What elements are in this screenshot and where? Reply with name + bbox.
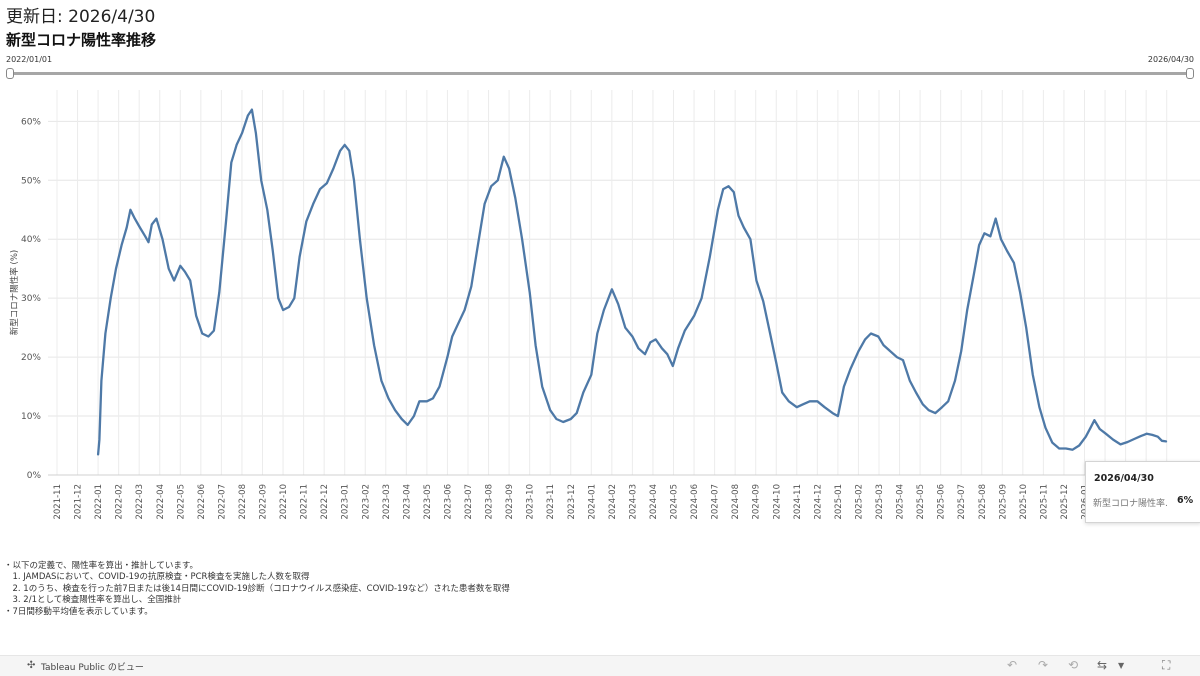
x-tick-label: 2022-05 <box>176 484 186 520</box>
date-range-slider-track[interactable] <box>10 72 1188 75</box>
x-tick-label: 2025-08 <box>978 484 988 520</box>
x-tick-label: 2025-12 <box>1060 484 1070 520</box>
x-tick-label: 2024-07 <box>711 484 721 520</box>
footnote-line: ・7日間移動平均値を表示しています。 <box>4 606 153 617</box>
positivity-series-line <box>96 108 1168 456</box>
x-tick-label: 2025-06 <box>937 484 947 520</box>
tableau-public-label[interactable]: Tableau Public のビュー <box>41 663 144 673</box>
y-tick-label: 10% <box>21 412 41 422</box>
x-tick-label: 2022-10 <box>279 484 289 520</box>
x-tick-label: 2025-02 <box>854 484 864 520</box>
x-tick-label: 2025-11 <box>1039 484 1049 520</box>
share-icon[interactable]: ⇆ <box>1097 658 1108 672</box>
x-tick-label: 2025-07 <box>957 484 967 520</box>
y-tick-label: 20% <box>21 353 41 363</box>
x-tick-label: 2023-01 <box>341 484 351 520</box>
x-tick-label: 2025-01 <box>834 484 844 520</box>
date-range-end-handle[interactable] <box>1186 68 1194 79</box>
x-tick-label: 2022-03 <box>135 484 145 520</box>
x-tick-label: 2022-09 <box>259 484 269 520</box>
undo-icon[interactable]: ↶ <box>1007 658 1018 672</box>
x-tick-label: 2023-07 <box>464 484 474 520</box>
tableau-logo-icon: ✣ <box>27 660 36 671</box>
x-tick-label: 2023-02 <box>361 484 371 520</box>
footnotes: ・以下の定義で、陽性率を算出・推計しています。 1. JAMDASにおいて、CO… <box>4 561 510 618</box>
x-tick-label: 2024-06 <box>690 484 700 520</box>
x-tick-label: 2025-09 <box>998 484 1008 520</box>
x-tick-label: 2025-04 <box>896 484 906 520</box>
x-tick-label: 2024-02 <box>608 484 618 520</box>
x-tick-label: 2023-10 <box>526 484 536 520</box>
x-tick-label: 2023-08 <box>485 484 495 520</box>
x-tick-label: 2023-04 <box>402 484 412 520</box>
x-tick-label: 2023-09 <box>505 484 515 520</box>
x-tick-label: 2025-03 <box>875 484 885 520</box>
x-tick-label: 2024-11 <box>793 484 803 520</box>
x-tick-label: 2024-04 <box>649 484 659 520</box>
fullscreen-icon[interactable]: ⛶ <box>1162 658 1171 672</box>
x-tick-label: 2024-05 <box>670 484 680 520</box>
x-tick-label: 2024-10 <box>772 484 782 520</box>
x-tick-label: 2023-11 <box>546 484 556 520</box>
y-tick-label: 0% <box>27 471 42 481</box>
tooltip-value: 6% <box>1177 495 1194 506</box>
x-tick-label: 2024-01 <box>587 484 597 520</box>
positivity-line-chart: 0% 10% 20% 30% 40% 50% 60% 2021-11 2021-12 2022-0… <box>9 90 1200 520</box>
updated-date: 更新日: 2026/4/30 <box>6 7 156 27</box>
revert-icon[interactable]: ⟲ <box>1068 658 1079 672</box>
date-range-start-handle[interactable] <box>6 68 14 79</box>
x-tick-label: 2024-12 <box>813 484 823 520</box>
footnote-line: ・以下の定義で、陽性率を算出・推計しています。 <box>4 561 199 571</box>
x-tick-label: 2023-05 <box>423 484 433 520</box>
y-tick-label: 40% <box>21 235 41 245</box>
x-tick-label: 2023-03 <box>382 484 392 520</box>
x-tick-label: 2022-08 <box>238 484 248 520</box>
y-tick-label: 50% <box>21 176 41 186</box>
x-tick-label: 2022-11 <box>300 484 310 520</box>
x-tick-label: 2024-03 <box>628 484 638 520</box>
x-tick-label: 2022-12 <box>320 484 330 520</box>
tooltip-label: 新型コロナ陽性率. <box>1093 499 1168 509</box>
x-tick-label: 2025-10 <box>1019 484 1029 520</box>
x-tick-label: 2023-06 <box>443 484 453 520</box>
chevron-down-icon[interactable]: ▼ <box>1118 661 1125 670</box>
x-tick-label: 2024-09 <box>752 484 762 520</box>
x-tick-label: 2022-01 <box>94 484 104 520</box>
y-tick-label: 60% <box>21 117 41 127</box>
x-tick-label: 2021-12 <box>74 484 84 520</box>
tooltip: 2026/04/30 新型コロナ陽性率. 6% <box>1085 461 1200 523</box>
x-tick-label: 2022-07 <box>217 484 227 520</box>
footnote-line: 2. 1のうち、検査を行った前7日または後14日間にCOVID-19診断（コロナ… <box>4 583 510 594</box>
x-tick-label: 2022-06 <box>197 484 207 520</box>
x-tick-label: 2025-05 <box>916 484 926 520</box>
x-tick-label: 2022-02 <box>115 484 125 520</box>
footnote-line: 3. 2/1として検査陽性率を算出し、全国推計 <box>4 595 182 606</box>
redo-icon[interactable]: ↷ <box>1038 658 1049 672</box>
x-tick-label: 2021-11 <box>53 484 63 520</box>
y-tick-label: 30% <box>21 294 41 304</box>
x-tick-label: 2023-12 <box>567 484 577 520</box>
date-range-end-label: 2026/04/30 <box>1147 55 1194 64</box>
x-tick-label: 2024-08 <box>731 484 741 520</box>
chart-title: 新型コロナ陽性率推移 <box>6 31 157 49</box>
tooltip-date: 2026/04/30 <box>1094 473 1154 484</box>
date-range-start-label: 2022/01/01 <box>6 55 53 64</box>
x-tick-label: 2022-04 <box>156 484 166 520</box>
footnote-line: 1. JAMDASにおいて、COVID-19の抗原検査・PCR検査を実施した人数… <box>4 572 310 583</box>
y-axis-title: 新型コロナ陽性率 (%) <box>9 250 20 335</box>
tableau-toolbar: ✣ Tableau Public のビュー ↶ ↷ ⟲ ⇆ ▼ ⛶ <box>0 655 1200 676</box>
